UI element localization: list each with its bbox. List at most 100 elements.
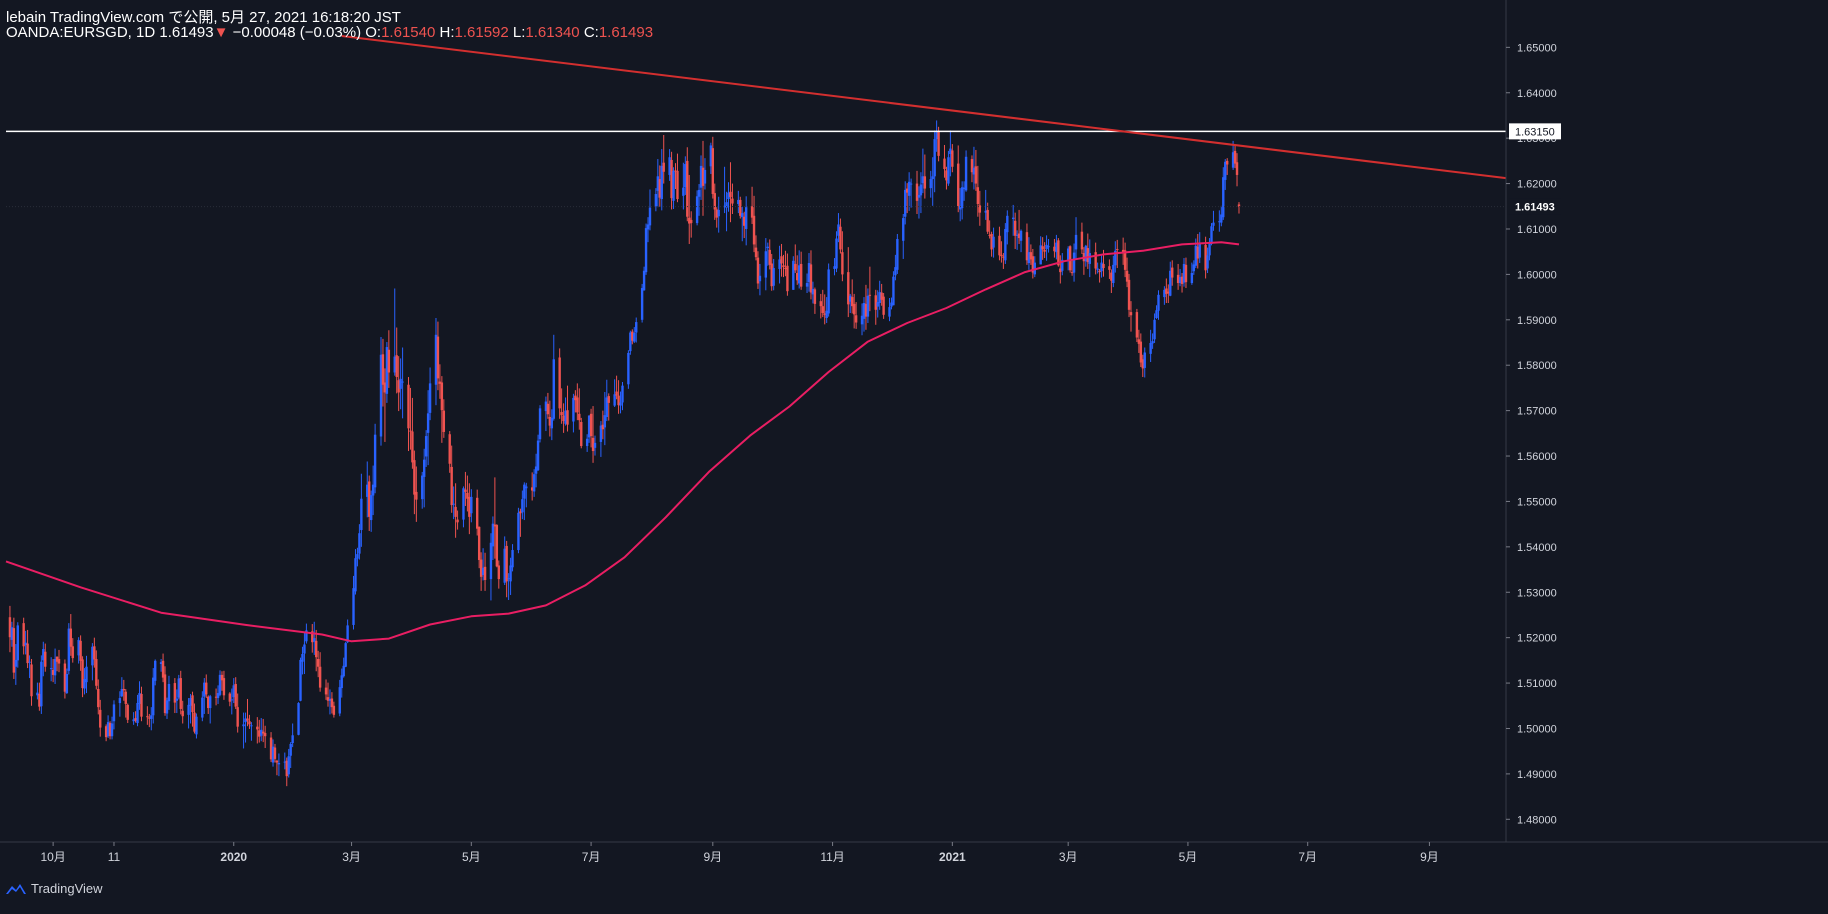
candle[interactable] — [165, 697, 169, 719]
candle[interactable] — [381, 338, 385, 407]
candle[interactable] — [896, 233, 899, 274]
candle[interactable] — [385, 342, 389, 403]
candle[interactable] — [974, 149, 978, 191]
candle[interactable] — [615, 375, 618, 400]
candle[interactable] — [902, 214, 905, 259]
candle[interactable] — [40, 655, 43, 714]
candle[interactable] — [299, 657, 302, 702]
candle[interactable] — [1149, 329, 1152, 363]
candle[interactable] — [1011, 204, 1015, 236]
candle[interactable] — [937, 126, 940, 162]
candle[interactable] — [379, 337, 383, 446]
candle[interactable] — [387, 330, 391, 388]
candle[interactable] — [780, 243, 783, 277]
candle[interactable] — [599, 421, 603, 457]
candle[interactable] — [654, 188, 658, 212]
candle[interactable] — [591, 406, 595, 463]
candle[interactable] — [124, 688, 127, 718]
candle[interactable] — [305, 623, 308, 644]
candle[interactable] — [507, 573, 510, 600]
candle[interactable] — [743, 211, 746, 239]
candle[interactable] — [424, 430, 428, 467]
candle[interactable] — [1074, 217, 1078, 259]
candle[interactable] — [246, 698, 249, 727]
candle[interactable] — [479, 552, 483, 591]
candle[interactable] — [552, 334, 555, 421]
candle[interactable] — [923, 154, 927, 199]
candle[interactable] — [30, 659, 33, 706]
candle[interactable] — [358, 524, 361, 560]
candle[interactable] — [578, 388, 581, 430]
candle[interactable] — [373, 423, 377, 494]
candle[interactable] — [495, 524, 499, 568]
candle[interactable] — [715, 207, 718, 228]
candle[interactable] — [22, 617, 25, 655]
candle[interactable] — [532, 469, 536, 497]
candle[interactable] — [1013, 212, 1017, 249]
candle[interactable] — [230, 688, 233, 715]
candle[interactable] — [452, 486, 455, 520]
candle[interactable] — [892, 271, 895, 306]
candle[interactable] — [44, 643, 47, 672]
candle[interactable] — [1180, 273, 1184, 293]
candle[interactable] — [945, 166, 948, 190]
symbol-interval[interactable]: OANDA:EURSGD, 1D — [6, 24, 156, 41]
candle[interactable] — [811, 281, 815, 304]
candle[interactable] — [1184, 257, 1188, 289]
candle[interactable] — [951, 144, 954, 173]
candle[interactable] — [805, 273, 809, 294]
candle[interactable] — [397, 356, 400, 412]
candle[interactable] — [497, 560, 501, 589]
candle[interactable] — [534, 453, 538, 488]
candle[interactable] — [862, 297, 866, 332]
candle[interactable] — [1222, 167, 1225, 220]
candle[interactable] — [106, 715, 110, 739]
candle[interactable] — [505, 540, 508, 598]
candle[interactable] — [330, 692, 334, 714]
candle[interactable] — [1198, 232, 1201, 264]
candle[interactable] — [218, 670, 222, 697]
candle[interactable] — [713, 183, 716, 220]
candle[interactable] — [181, 700, 184, 724]
candle[interactable] — [477, 526, 481, 569]
candle[interactable] — [709, 142, 713, 175]
candle[interactable] — [136, 694, 139, 727]
candle[interactable] — [1059, 255, 1062, 284]
candle[interactable] — [470, 489, 473, 523]
candle[interactable] — [1176, 263, 1180, 290]
candle[interactable] — [346, 619, 349, 644]
candle[interactable] — [28, 655, 31, 679]
downtrend-line[interactable] — [341, 35, 1507, 180]
candle[interactable] — [193, 703, 196, 734]
candle[interactable] — [1061, 253, 1064, 276]
candle[interactable] — [1208, 238, 1211, 261]
candle[interactable] — [63, 659, 67, 699]
candle[interactable] — [851, 279, 854, 314]
candle[interactable] — [289, 742, 292, 768]
candle[interactable] — [481, 548, 485, 581]
candle[interactable] — [646, 217, 650, 243]
candle[interactable] — [585, 434, 589, 452]
candle[interactable] — [894, 254, 897, 281]
candle[interactable] — [778, 245, 781, 284]
candle[interactable] — [138, 681, 141, 710]
candle[interactable] — [1167, 284, 1170, 304]
candle[interactable] — [108, 721, 112, 740]
candle[interactable] — [1019, 229, 1023, 253]
candle[interactable] — [275, 759, 279, 776]
candle[interactable] — [580, 417, 583, 449]
candle[interactable] — [658, 165, 661, 207]
candle[interactable] — [990, 231, 993, 257]
candle[interactable] — [509, 557, 512, 595]
candle[interactable] — [1153, 313, 1156, 343]
candle[interactable] — [1080, 222, 1084, 254]
candle[interactable] — [36, 682, 39, 700]
candle[interactable] — [1233, 145, 1237, 169]
candle[interactable] — [882, 293, 885, 319]
candle[interactable] — [55, 656, 59, 672]
candle[interactable] — [1143, 347, 1146, 378]
candle[interactable] — [1123, 242, 1127, 278]
footer-branding[interactable]: TradingView — [6, 881, 103, 896]
candle[interactable] — [739, 196, 742, 219]
